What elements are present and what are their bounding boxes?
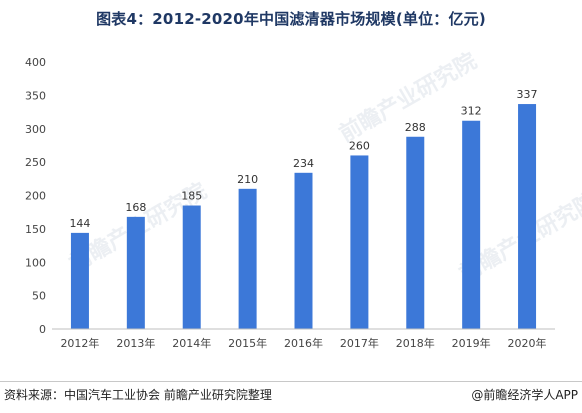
bar: [518, 104, 537, 330]
data-label: 312: [461, 105, 482, 118]
x-tick-label: 2018年: [396, 336, 435, 350]
x-tick-label: 2020年: [508, 336, 547, 350]
bar: [126, 216, 145, 329]
y-tick-label: 150: [25, 223, 46, 236]
data-label: 185: [181, 190, 202, 203]
y-axis: 0 50 100 150 200 250 300 350 400: [25, 56, 46, 336]
bar: [182, 205, 201, 329]
y-tick-label: 50: [32, 290, 46, 303]
footer-divider: [0, 381, 582, 382]
data-label: 234: [293, 157, 314, 170]
y-tick-label: 400: [25, 56, 46, 69]
y-tick-label: 100: [25, 256, 46, 269]
data-label: 260: [349, 139, 370, 152]
y-tick-label: 350: [25, 89, 46, 102]
x-tick-label: 2017年: [340, 336, 379, 350]
y-tick-label: 250: [25, 156, 46, 169]
data-label: 168: [125, 201, 146, 214]
x-tick-label: 2013年: [116, 336, 155, 350]
bar: [462, 120, 481, 330]
data-label: 144: [69, 217, 90, 230]
x-tick-label: 2016年: [284, 336, 323, 350]
x-tick-label: 2012年: [60, 336, 99, 350]
x-axis: 2012年 2013年 2014年 2015年 2016年 2017年 2018年 2019年…: [52, 328, 555, 350]
x-tick-label: 2014年: [172, 336, 211, 350]
y-tick-label: 200: [25, 190, 46, 203]
data-label: 210: [237, 173, 258, 186]
bar: [350, 155, 369, 329]
bars: 144 168 185 210 234 260 288 312 337: [69, 88, 538, 330]
x-tick-label: 2015年: [228, 336, 267, 350]
bar: [406, 136, 425, 329]
bar: [238, 188, 257, 329]
bar: [294, 172, 313, 329]
x-tick-label: 2019年: [452, 336, 491, 350]
source-note: 资料来源：中国汽车工业协会 前瞻产业研究院整理: [4, 388, 272, 402]
data-label: 288: [405, 121, 426, 134]
bar: [70, 232, 89, 329]
brand-credit: @前瞻经济学人APP: [471, 388, 578, 402]
chart-title: 图表4：2012-2020年中国滤清器市场规模(单位：亿元): [96, 10, 486, 28]
y-tick-label: 0: [39, 323, 46, 336]
data-label: 337: [517, 88, 538, 101]
y-tick-label: 300: [25, 123, 46, 136]
bar-chart: 0 50 100 150 200 250 300 350 400 144 168 185 210 234…: [25, 56, 555, 350]
